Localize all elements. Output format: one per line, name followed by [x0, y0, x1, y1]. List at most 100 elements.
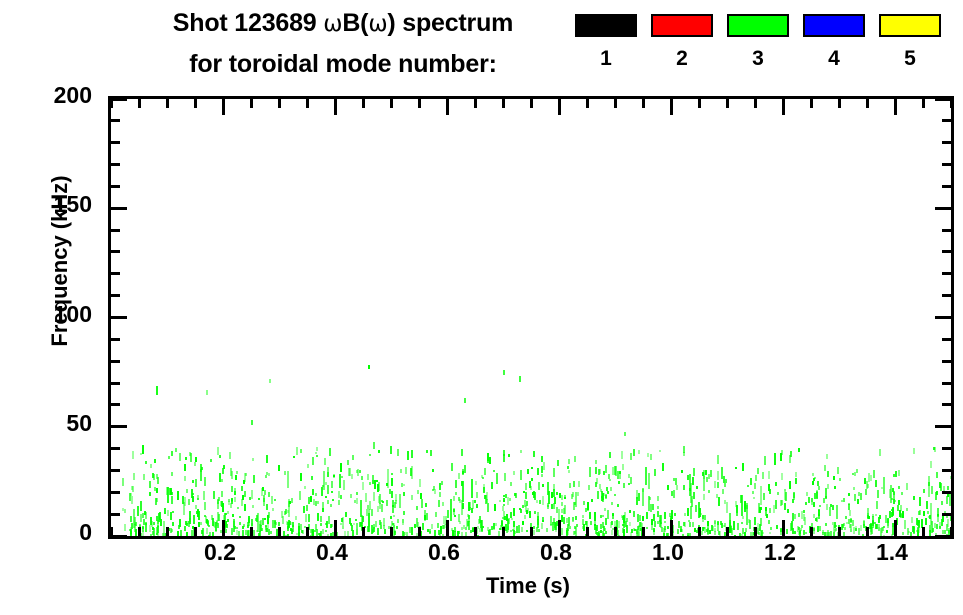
- data-point: [122, 508, 125, 511]
- data-point: [818, 526, 821, 531]
- data-point: [835, 505, 838, 520]
- data-point: [901, 510, 904, 519]
- data-point: [533, 510, 536, 514]
- data-point: [391, 478, 394, 487]
- data-point: [874, 514, 877, 517]
- data-point: [234, 525, 237, 529]
- data-point: [217, 513, 220, 521]
- legend-label-2: 2: [676, 47, 688, 70]
- data-point: [522, 520, 525, 525]
- data-point: [231, 498, 234, 502]
- data-point: [890, 534, 893, 536]
- data-point: [682, 521, 685, 527]
- data-point: [601, 521, 604, 529]
- data-point: [321, 484, 324, 488]
- data-point: [611, 521, 614, 526]
- legend-item-3[interactable]: 3: [727, 10, 793, 88]
- y-tick-label: 0: [79, 519, 92, 545]
- x-tick-major: [781, 520, 785, 537]
- data-point: [154, 458, 157, 464]
- data-point: [702, 519, 705, 523]
- data-point: [460, 532, 463, 536]
- data-point: [803, 514, 806, 522]
- data-point: [290, 497, 293, 503]
- data-point: [833, 475, 836, 480]
- y-tick-minor: [110, 294, 120, 298]
- legend-item-4[interactable]: 4: [803, 10, 869, 88]
- data-point: [540, 455, 543, 463]
- data-point: [197, 522, 200, 528]
- data-point: [468, 506, 471, 511]
- data-point: [505, 493, 508, 499]
- data-point: [251, 490, 254, 499]
- data-point: [529, 510, 532, 518]
- data-point: [652, 530, 655, 536]
- data-point: [796, 525, 799, 532]
- data-point: [368, 365, 371, 370]
- data-point: [876, 489, 879, 499]
- data-point: [647, 496, 650, 512]
- data-point: [398, 494, 401, 509]
- data-point: [315, 523, 318, 530]
- data-point: [594, 482, 597, 488]
- data-point: [359, 470, 362, 473]
- data-point: [664, 525, 666, 530]
- data-point: [355, 498, 358, 504]
- data-point: [652, 503, 655, 510]
- data-point: [798, 512, 801, 517]
- data-point: [536, 467, 539, 476]
- x-tick-minor: [585, 98, 589, 108]
- data-point: [566, 465, 569, 469]
- data-point: [324, 529, 327, 533]
- data-point: [352, 530, 355, 536]
- data-point: [315, 492, 318, 497]
- data-point: [204, 515, 207, 518]
- data-point: [394, 493, 397, 502]
- data-point: [308, 524, 311, 530]
- data-point: [533, 492, 536, 501]
- legend-item-5[interactable]: 5: [879, 10, 945, 88]
- data-point: [550, 504, 553, 510]
- data-point: [624, 512, 627, 528]
- data-point: [509, 511, 512, 518]
- data-point: [815, 489, 818, 493]
- data-point: [608, 474, 611, 480]
- data-point: [177, 531, 180, 536]
- data-point: [562, 507, 565, 514]
- data-point: [930, 460, 933, 468]
- data-point: [837, 524, 840, 527]
- plot-area: [111, 99, 951, 536]
- data-point: [602, 526, 605, 531]
- data-point: [567, 459, 570, 465]
- data-point: [204, 502, 207, 510]
- data-point: [639, 514, 642, 521]
- data-point: [541, 496, 544, 505]
- data-point: [849, 519, 852, 522]
- data-point: [707, 528, 710, 535]
- data-point: [618, 470, 621, 475]
- data-point: [812, 480, 814, 485]
- data-point: [452, 508, 455, 512]
- chart-header: Shot 123689 ωB(ω) spectrum for toroidal …: [0, 0, 963, 92]
- data-point: [817, 486, 820, 491]
- data-point: [610, 522, 613, 529]
- data-point: [355, 491, 358, 495]
- data-point: [159, 518, 162, 527]
- data-point: [399, 468, 402, 474]
- data-point: [185, 456, 188, 461]
- data-point: [504, 523, 507, 531]
- data-point: [470, 508, 473, 514]
- data-point: [229, 502, 232, 509]
- data-point: [891, 487, 894, 492]
- data-point: [437, 522, 440, 528]
- data-point: [477, 534, 480, 536]
- x-axis-tick-labels: 0.2 0.4 0.6 0.8 1.0 1.2 1.4: [108, 541, 948, 571]
- data-point: [635, 490, 638, 499]
- legend-item-1[interactable]: 1: [575, 10, 641, 88]
- data-point: [658, 514, 661, 522]
- data-point: [712, 525, 715, 532]
- data-point: [335, 531, 338, 536]
- legend-item-2[interactable]: 2: [651, 10, 717, 88]
- x-tick-major: [557, 98, 561, 115]
- x-tick-minor: [697, 527, 701, 537]
